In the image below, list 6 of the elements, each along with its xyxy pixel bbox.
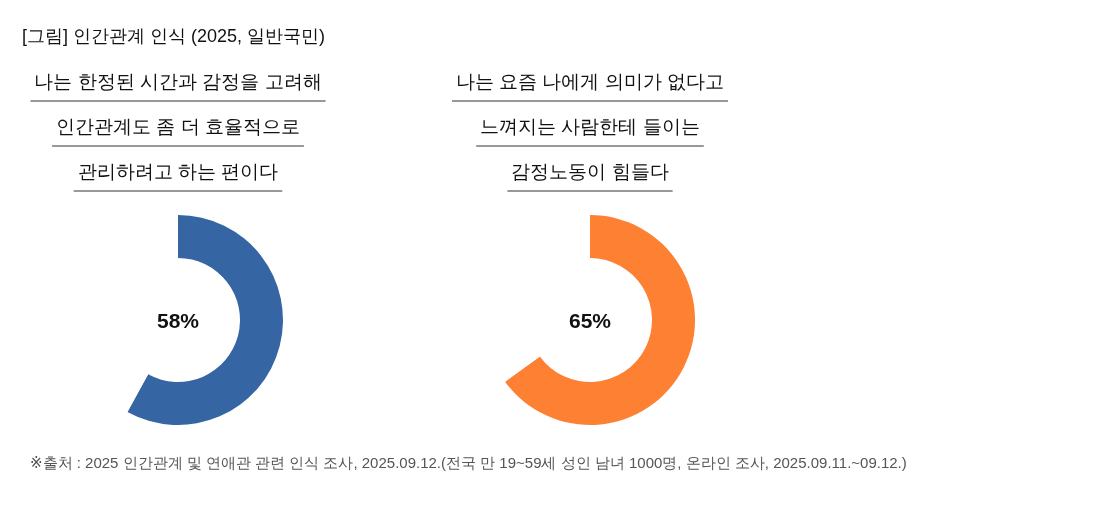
text: ※출처 : 2025 인간관계 및 연애관 관련 인식 조사, 2025.09.12.(전국 만 19~59세 성인 남녀 1000명, 온라인 조사, 2025.09.11.~09.12.) bbox=[30, 453, 908, 473]
chart-title: 나는 한정된 시간과 감정을 고려해 인간관계도 좀 더 효율적으로 관리하려고 하는 편이다 bbox=[34, 71, 322, 182]
chart-title: 나는 요즘 나에게 의미가 없다고 느껴지는 사람한테 들이는 감정노동이 힘들다 bbox=[455, 71, 725, 182]
data-label: 58% bbox=[156, 309, 200, 332]
text: [그림] 인간관계 인식 (2025, 일반국민) bbox=[22, 26, 326, 46]
data-label: 65% bbox=[568, 309, 612, 332]
